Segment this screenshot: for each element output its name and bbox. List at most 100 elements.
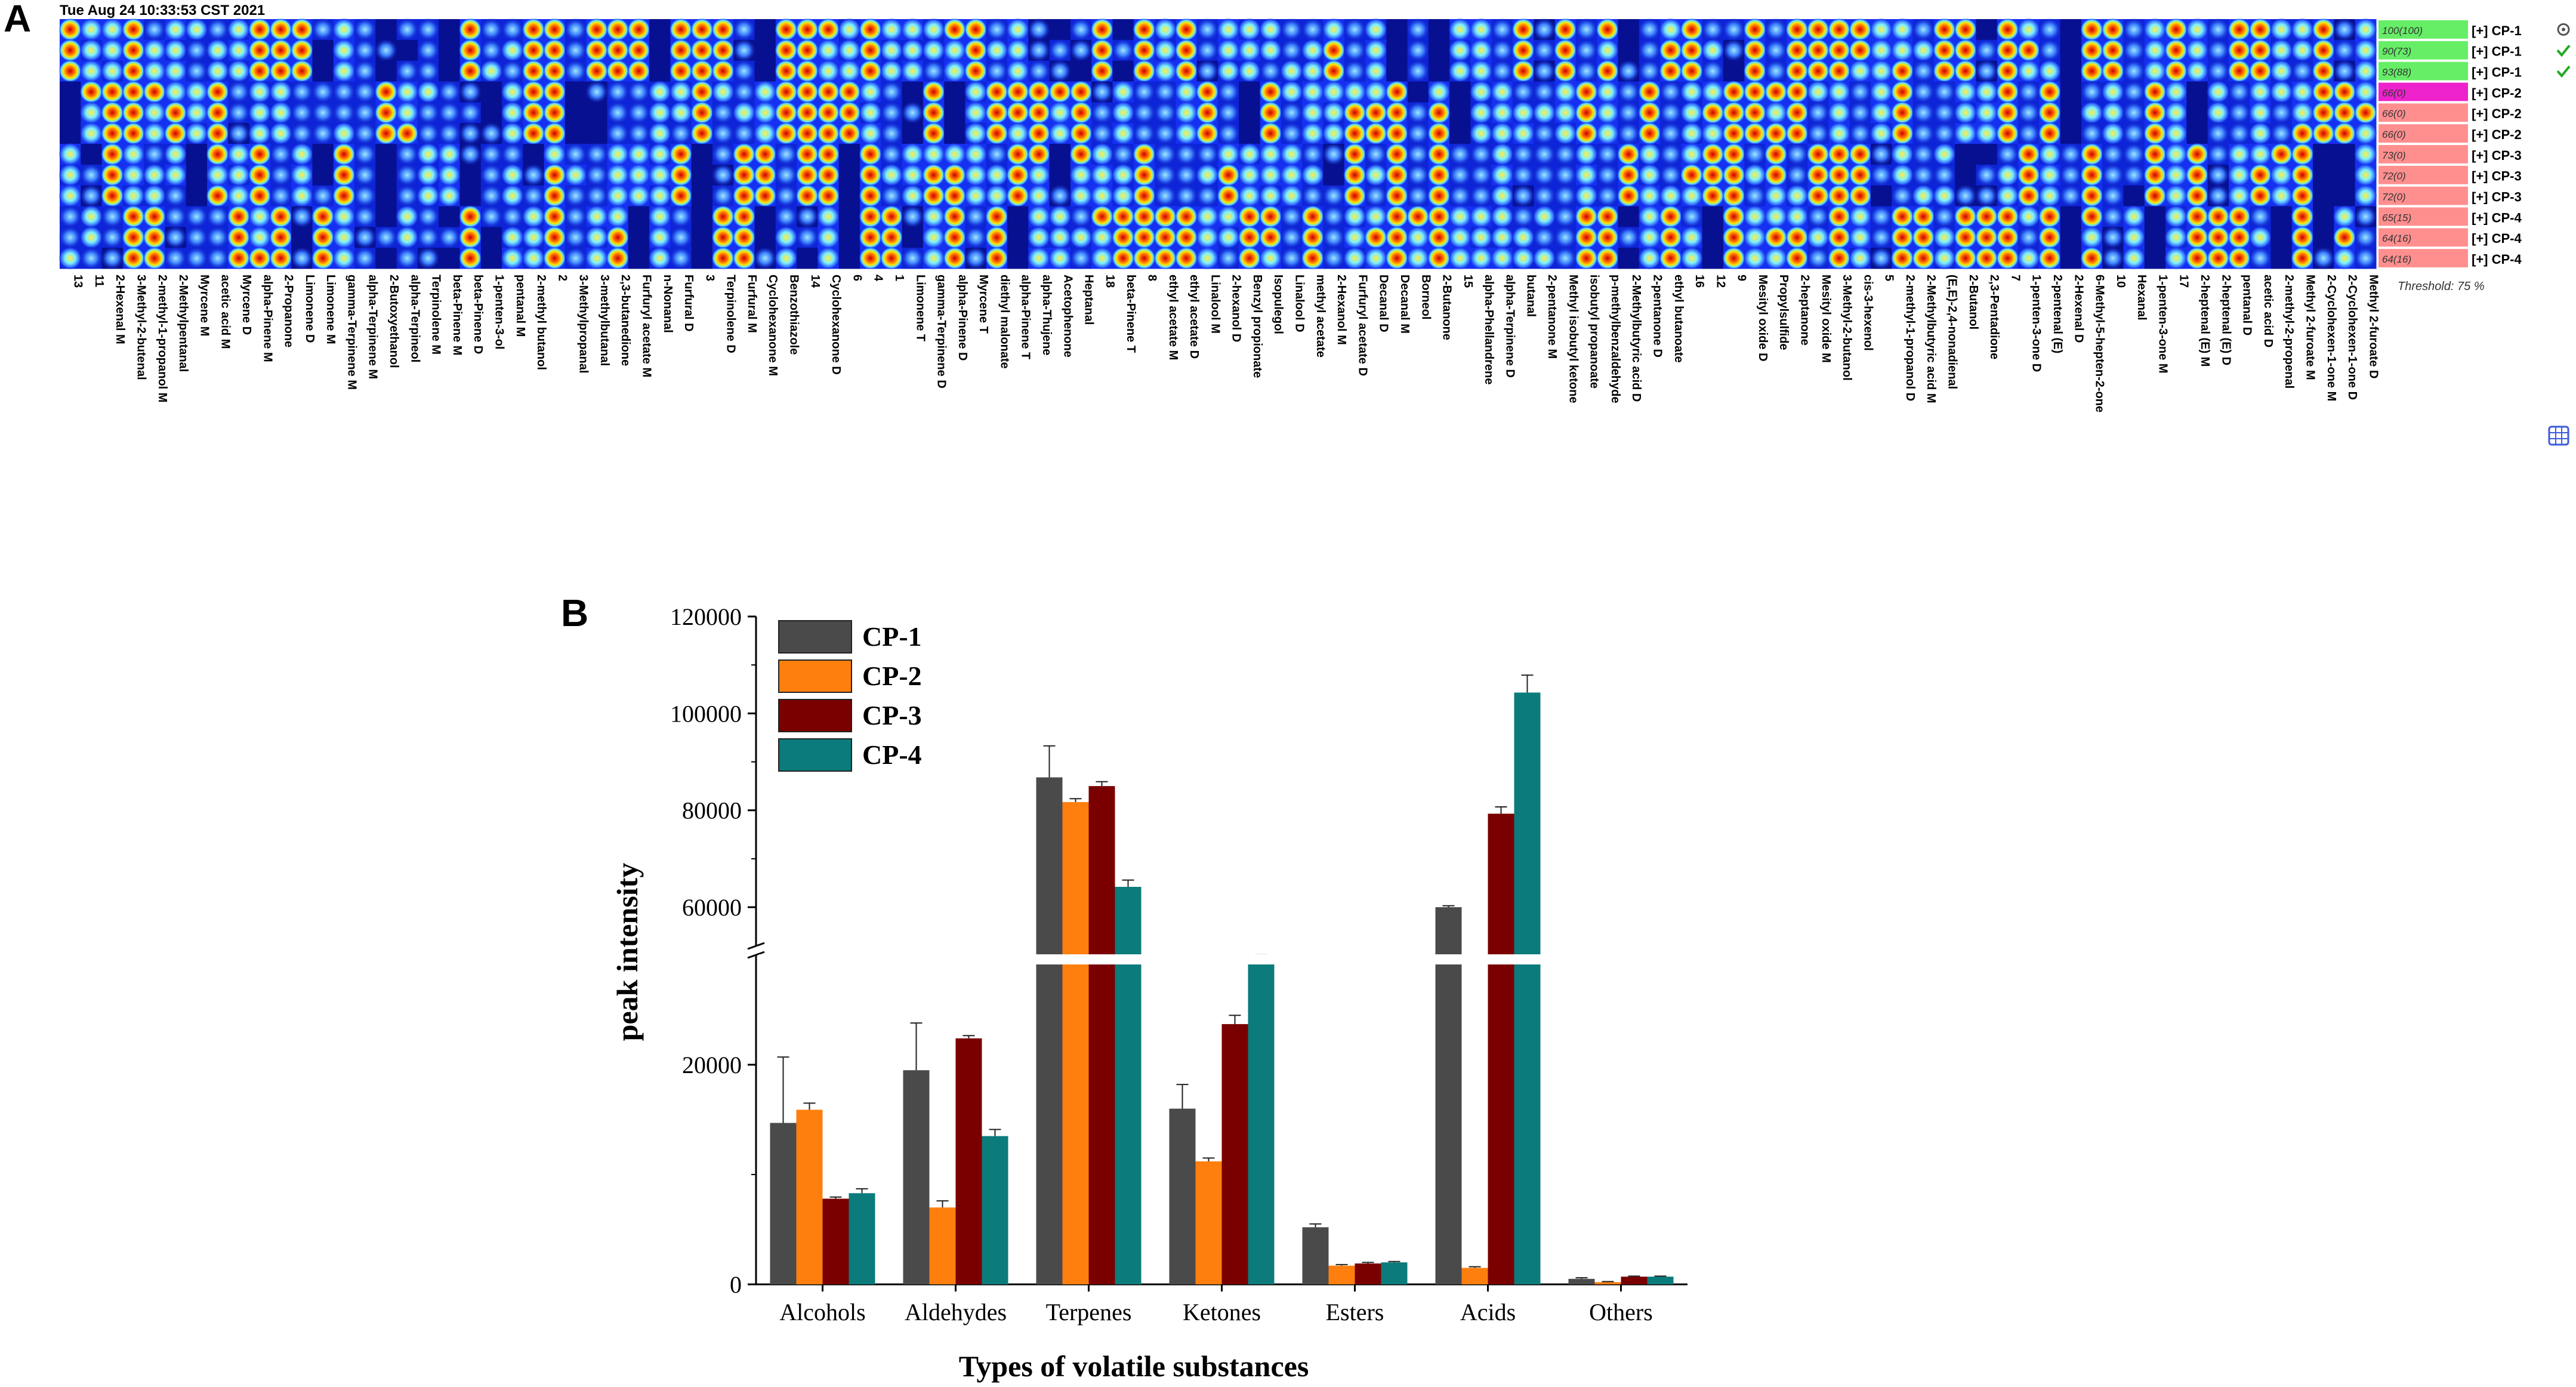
- heatmap-spot: [1217, 246, 1241, 270]
- heatmap-spot: [1954, 39, 1977, 62]
- heatmap-spot: [1806, 39, 1830, 62]
- bar: [1062, 802, 1089, 1284]
- heatmap-spot: [395, 59, 419, 83]
- heatmap-spot: [1575, 164, 1599, 187]
- heatmap-spot: [1933, 164, 1956, 187]
- heatmap-spot: [1322, 226, 1346, 249]
- heatmap-spot: [1975, 101, 1998, 124]
- heatmap-spot: [1448, 59, 1472, 83]
- heatmap-spot: [353, 226, 377, 249]
- heatmap-cell: [944, 123, 966, 144]
- heatmap-spot: [2017, 143, 2041, 166]
- heatmap-spot: [1238, 39, 1261, 62]
- heatmap-spot: [606, 122, 630, 145]
- heatmap-spot: [1258, 143, 1282, 166]
- heatmap-spot: [1680, 122, 1704, 145]
- heatmap-spot: [1722, 205, 1746, 229]
- heatmap-spot: [1048, 246, 1072, 270]
- heatmap-spot: [501, 246, 525, 270]
- heatmap-spot: [1785, 59, 1809, 83]
- heatmap-spot: [669, 59, 693, 83]
- legend-label: CP-3: [862, 700, 922, 731]
- heatmap-spot: [1596, 246, 1619, 270]
- heatmap-spot: [522, 246, 545, 270]
- heatmap-cell: [480, 248, 502, 269]
- heatmap-spot: [79, 59, 103, 83]
- heatmap-spot: [163, 246, 187, 270]
- heatmap-spot: [332, 59, 356, 83]
- heatmap-cell: [186, 144, 208, 165]
- heatmap-spot: [648, 246, 672, 270]
- heatmap-spot: [374, 122, 398, 145]
- heatmap-spot: [943, 226, 967, 249]
- heatmap-spot: [1659, 80, 1683, 104]
- heatmap-spot: [1995, 122, 2019, 145]
- heatmap-spot: [711, 143, 735, 166]
- heatmap-spot: [1616, 164, 1640, 187]
- heatmap-cell: [838, 248, 860, 269]
- heatmap-spot: [501, 226, 525, 249]
- heatmap-spot: [1153, 59, 1177, 83]
- heatmap-spot: [1806, 59, 1830, 83]
- heatmap-spot: [1427, 205, 1451, 229]
- heatmap-spot: [1638, 164, 1661, 187]
- heatmap-spot: [542, 246, 566, 270]
- heatmap-spot: [1954, 246, 1977, 270]
- heatmap-spot: [1532, 205, 1556, 229]
- heatmap-spot: [269, 59, 292, 83]
- heatmap-spot: [859, 39, 883, 62]
- heatmap-spot: [522, 39, 545, 62]
- heatmap-cell: [649, 39, 671, 61]
- heatmap-spot: [1975, 226, 1998, 249]
- heatmap-spot: [732, 59, 756, 83]
- heatmap-spot: [1869, 226, 1893, 249]
- heatmap-spot: [1975, 39, 1998, 62]
- heatmap-spot: [184, 80, 208, 104]
- heatmap-spot: [1680, 101, 1704, 124]
- heatmap-spot: [1133, 205, 1156, 229]
- heatmap-spot: [732, 18, 756, 41]
- heatmap-spot: [1406, 39, 1430, 62]
- heatmap-cell: [1871, 185, 1892, 206]
- heatmap-spot: [1006, 143, 1030, 166]
- heatmap-cell: [1976, 19, 1998, 41]
- heatmap-spot: [437, 101, 461, 124]
- heatmap-spot: [1491, 246, 1514, 270]
- heatmap-spot: [248, 143, 272, 166]
- heatmap-cell: [439, 206, 461, 227]
- heatmap-cell: [1049, 19, 1071, 41]
- bar: [1514, 692, 1541, 1284]
- heatmap-spot: [522, 164, 545, 187]
- heatmap-spot: [1090, 59, 1114, 83]
- heatmap-spot: [1954, 122, 1977, 145]
- heatmap-cell: [439, 248, 461, 269]
- heatmap-spot: [395, 246, 419, 270]
- heatmap-spot: [669, 205, 693, 229]
- heatmap-spot: [1785, 122, 1809, 145]
- bar: [1195, 1161, 1222, 1284]
- heatmap-spot: [816, 18, 840, 41]
- heatmap-spot: [395, 184, 419, 208]
- heatmap-spot: [1069, 18, 1093, 41]
- heatmap-spot: [1133, 122, 1156, 145]
- heatmap-spot: [1680, 39, 1704, 62]
- heatmap-spot: [795, 226, 819, 249]
- panel-a-letter: A: [4, 0, 32, 40]
- heatmap-spot: [711, 122, 735, 145]
- heatmap-spot: [900, 184, 924, 208]
- heatmap-spot: [648, 164, 672, 187]
- heatmap-spot: [2038, 246, 2062, 270]
- heatmap-spot: [669, 143, 693, 166]
- heatmap-spot: [922, 59, 945, 83]
- heatmap-spot: [1911, 122, 1935, 145]
- heatmap-spot: [501, 164, 525, 187]
- heatmap-spot: [816, 143, 840, 166]
- heatmap-cell: [480, 102, 502, 124]
- heatmap-spot: [1280, 122, 1303, 145]
- heatmap-spot: [1322, 184, 1346, 208]
- heatmap-spot: [775, 122, 798, 145]
- heatmap-spot: [1174, 164, 1198, 187]
- heatmap-spot: [1827, 164, 1851, 187]
- heatmap-cell: [649, 60, 671, 82]
- heatmap-spot: [775, 246, 798, 270]
